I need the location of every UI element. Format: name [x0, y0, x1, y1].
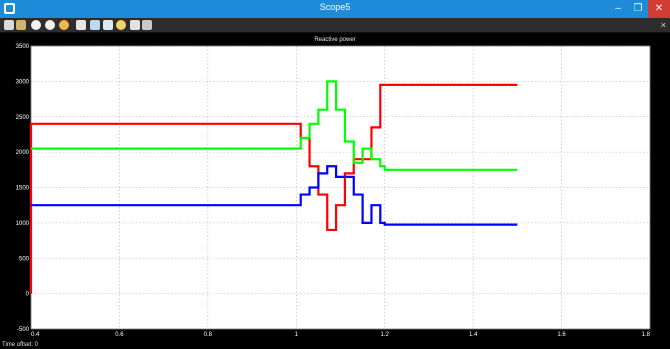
y-tick-label-5: 2000: [16, 150, 30, 156]
print-icon[interactable]: [4, 20, 14, 30]
scope-toolbar: ×: [0, 18, 670, 33]
zoom-y-icon[interactable]: [59, 20, 69, 30]
plot-area: Reactive power 0.4 0.6 0.8 1 1.2 1.4 1.6 1.8 -50…: [0, 33, 670, 349]
y-tick-label-2: 500: [19, 256, 30, 262]
y-tick-label-3: 1000: [16, 221, 30, 227]
y-tick-label-6: 2500: [16, 115, 30, 121]
autoscale-icon[interactable]: [76, 20, 86, 30]
x-tick-label-4: 1.2: [381, 332, 390, 338]
plot-title: Reactive power: [314, 37, 356, 43]
scope-app-icon: [4, 3, 15, 14]
y-tick-label-8: 3500: [16, 44, 30, 50]
title-bar[interactable]: Scope5 – ❐ ✕: [0, 0, 670, 18]
lock-icon[interactable]: [130, 20, 140, 30]
status-bar: Time offset: 0: [2, 342, 39, 348]
reactive-power-chart: 0.4 0.6 0.8 1 1.2 1.4 1.6 1.8 -500 0 500 1000 1500 20…: [16, 44, 651, 338]
toolbar-pin-icon[interactable]: ×: [660, 20, 666, 30]
series-2-line: [31, 80, 518, 171]
x-tick-label-7: 1.8: [642, 332, 651, 338]
window-title: Scope5: [319, 2, 351, 12]
series-1-line: [29, 83, 518, 294]
maximize-button[interactable]: ❐: [633, 3, 643, 14]
restore-axes-icon[interactable]: [103, 20, 113, 30]
signal-selector-icon[interactable]: [142, 20, 152, 30]
x-tick-label-0: 0.4: [31, 332, 40, 338]
zoom-x-icon[interactable]: [45, 20, 55, 30]
x-tick-label-6: 1.6: [557, 332, 566, 338]
y-tick-label-7: 3000: [16, 79, 30, 85]
save-axes-icon[interactable]: [90, 20, 100, 30]
series-3-line: [31, 165, 518, 226]
floating-scope-icon[interactable]: [116, 20, 126, 30]
y-tick-label-4: 1500: [16, 186, 30, 192]
minimize-button[interactable]: –: [615, 3, 621, 14]
zoom-in-icon[interactable]: [31, 20, 41, 30]
x-tick-label-3: 1: [295, 332, 299, 338]
x-tick-label-5: 1.4: [469, 332, 478, 338]
y-tick-label-0: -500: [17, 327, 30, 333]
x-tick-label-1: 0.6: [115, 332, 124, 338]
close-button[interactable]: ✕: [648, 0, 670, 18]
x-tick-label-2: 0.8: [204, 332, 213, 338]
parameters-icon[interactable]: [16, 20, 26, 30]
y-tick-label-1: 0: [26, 292, 30, 298]
